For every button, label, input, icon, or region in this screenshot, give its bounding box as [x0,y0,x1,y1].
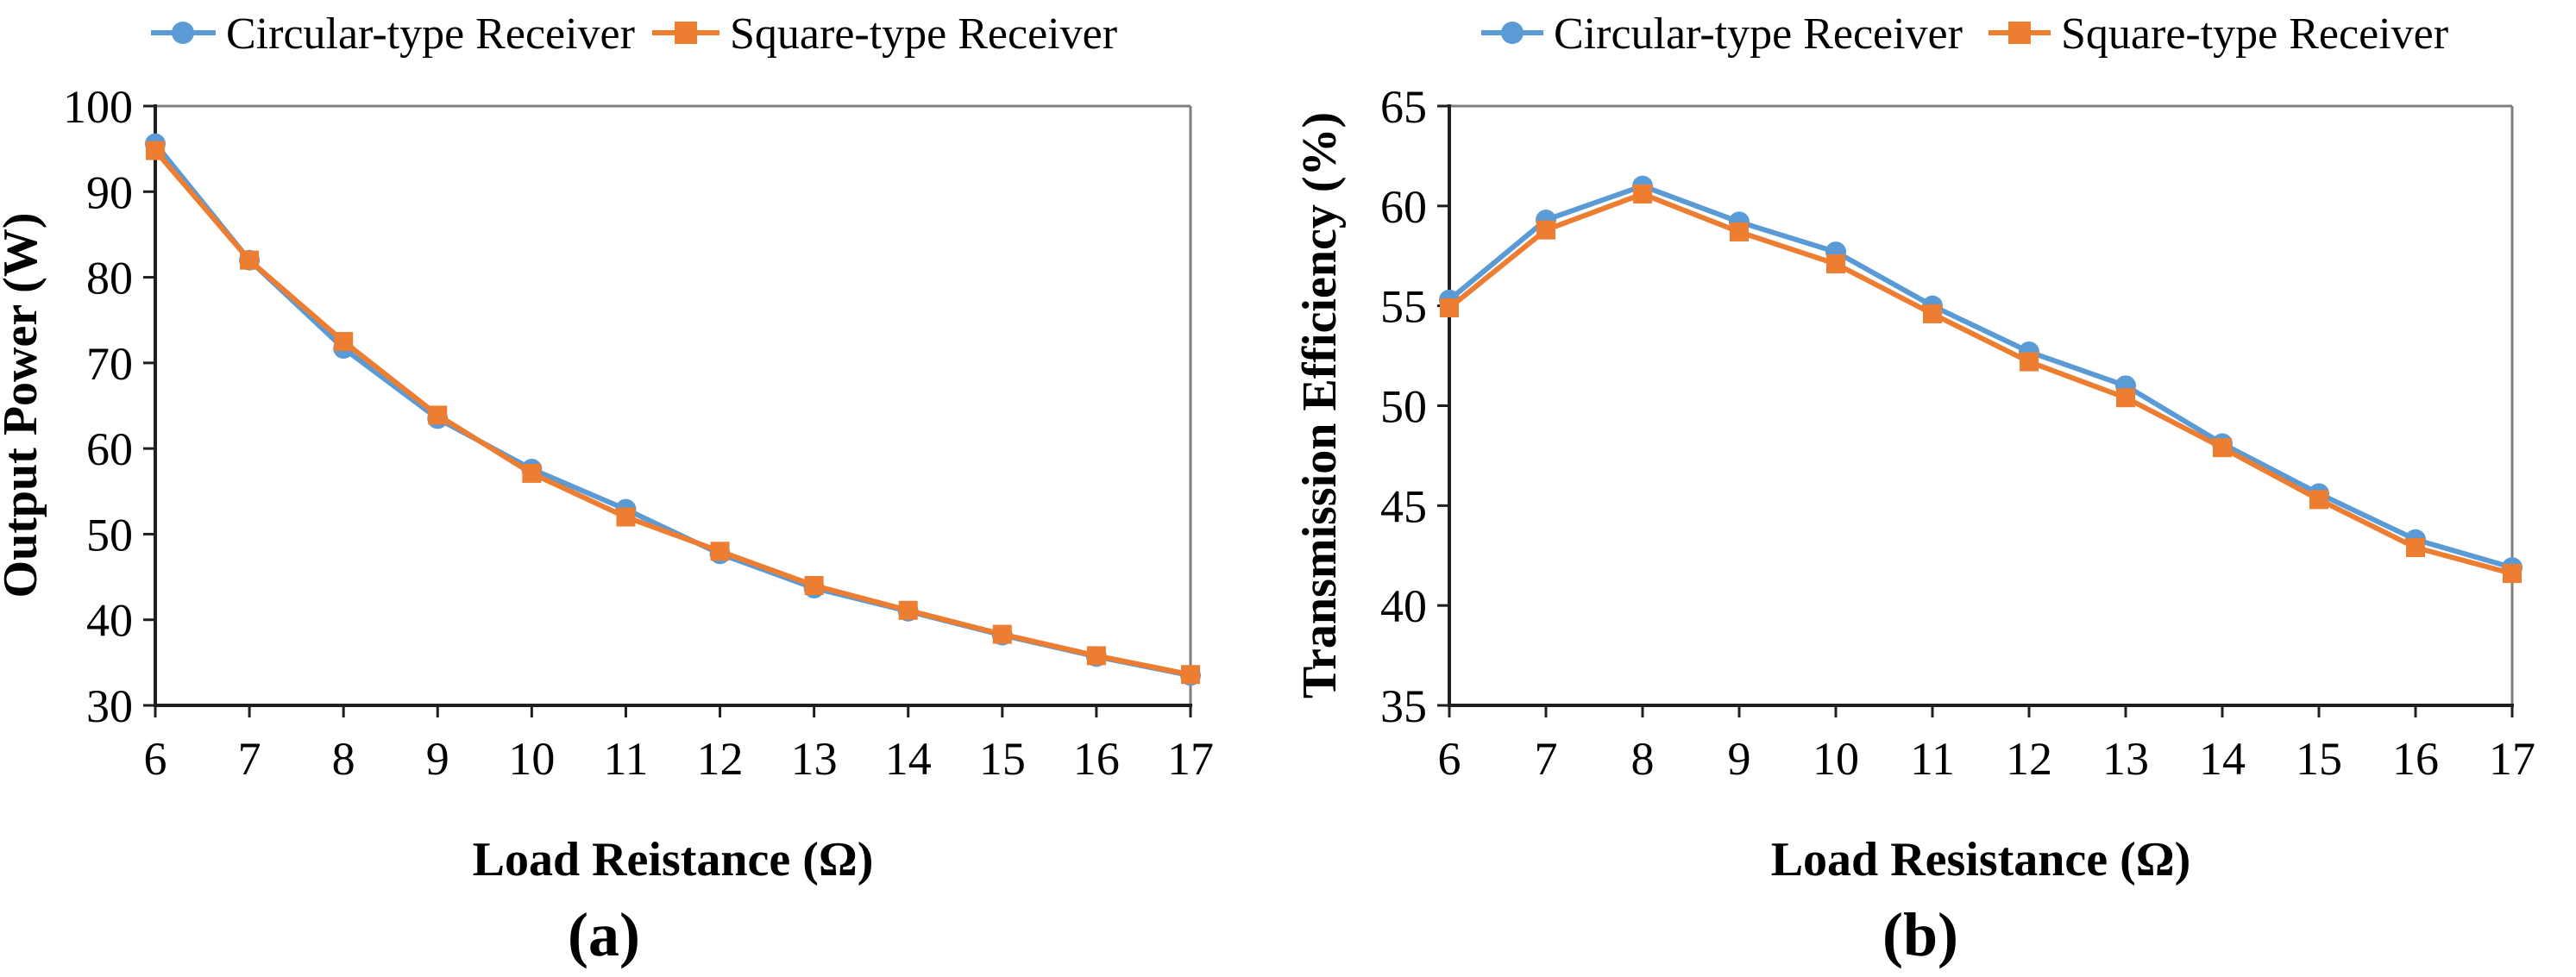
chart-a-svg: Circular-type Receiver Square-type Recei… [0,9,1214,969]
legend-label-circular: Circular-type Receiver [226,9,635,59]
y-axis-title-a: Output Power (W) [0,213,47,598]
data-point-square [898,600,918,620]
x-tick-label: 15 [979,733,1026,785]
plot-area-a: 30 40 50 60 70 80 90 100 6 7 8 9 10 11 12 13 14 15 16 17 [63,81,1214,785]
y-tick-label: 60 [1380,181,1427,233]
y-tick-label: 60 [86,423,133,475]
data-point-square [522,463,542,483]
data-point-square [1440,297,1459,317]
data-point-square [992,624,1012,644]
y-tick-label: 40 [1380,580,1427,632]
chart-a: Circular-type Receiver Square-type Recei… [0,9,1214,969]
data-point-square [240,250,260,270]
caption-a: (a) [568,900,640,969]
chart-b-svg: Circular-type Receiver Square-type Recei… [1293,9,2535,969]
y-tick-label: 50 [86,509,133,561]
data-point-square [1181,665,1200,685]
x-tick-label: 11 [1910,733,1955,785]
y-tick-label: 45 [1380,480,1427,532]
data-point-square [1923,304,1942,323]
x-tick-label: 10 [508,733,555,785]
data-point-square [804,576,824,595]
y-tick-label: 30 [86,680,133,732]
y-axis-title-b: Transmission Efficiency (%) [1293,112,1347,698]
x-axis-title-b: Load Resistance (Ω) [1771,833,2191,886]
data-point-square [2309,490,2328,510]
y-tick-label: 65 [1380,81,1427,133]
data-point-square [2503,564,2522,584]
data-point-square [2116,388,2135,408]
data-point-square [1730,222,1749,241]
x-tick-label: 12 [2006,733,2052,785]
legend-label-circular: Circular-type Receiver [1554,9,1963,59]
legend-a: Circular-type Receiver Square-type Recei… [151,9,1117,59]
legend-label-square: Square-type Receiver [730,9,1117,59]
x-tick-label: 16 [2392,733,2439,785]
x-axis-title-a: Load Reistance (Ω) [473,833,874,886]
data-point-square [2406,537,2425,557]
x-tick-label: 8 [1631,733,1655,785]
chart-b: Circular-type Receiver Square-type Recei… [1288,0,2576,977]
data-point-square [2020,352,2039,372]
x-tick-label: 12 [697,733,744,785]
data-point-square [1536,220,1555,240]
y-tick-label: 55 [1380,281,1427,333]
legend-label-square: Square-type Receiver [2061,9,2448,59]
data-point-square [1633,184,1652,204]
y-tick-label: 40 [86,595,133,647]
x-tick-label: 10 [1813,733,1859,785]
x-tick-label: 7 [238,733,261,785]
circular-receiver-legend-marker-icon [1481,22,1543,44]
data-point-square [146,141,165,160]
data-point-square [334,332,354,352]
x-tick-label: 9 [426,733,449,785]
x-tick-label: 17 [1167,733,1214,785]
series-line-square [1448,191,2513,576]
square-receiver-legend-marker-icon [1989,22,2051,44]
data-point-square [710,542,730,561]
series-line-square [153,148,1191,678]
y-tick-label: 80 [86,253,133,304]
x-tick-label: 14 [885,733,932,785]
plot-area-b: 35 40 45 50 55 60 65 6 7 8 9 10 11 12 13 14 15 16 17 [1380,81,2535,785]
data-point-square [616,507,636,527]
series-line-circular [1448,183,2513,571]
x-tick-label: 13 [2102,733,2149,785]
y-tick-label: 35 [1380,680,1427,732]
x-tick-label: 7 [1535,733,1558,785]
x-tick-label: 11 [603,733,648,785]
y-tick-label: 90 [86,166,133,218]
x-tick-label: 8 [332,733,355,785]
series-line-circular [153,141,1191,679]
legend-b: Circular-type Receiver Square-type Recei… [1481,9,2448,59]
data-point-square [428,405,448,425]
data-point-square [2213,438,2232,458]
x-tick-label: 16 [1073,733,1120,785]
data-point-square [1086,646,1106,666]
data-point-square [1826,254,1845,274]
x-tick-label: 14 [2199,733,2246,785]
square-receiver-legend-marker-icon [652,22,719,44]
x-tick-label: 9 [1728,733,1751,785]
y-tick-label: 100 [63,81,133,133]
caption-b: (b) [1882,900,1958,969]
y-tick-label: 50 [1380,381,1427,433]
circular-receiver-legend-marker-icon [151,22,216,44]
x-tick-label: 6 [144,733,167,785]
x-tick-label: 15 [2296,733,2342,785]
x-tick-label: 17 [2489,733,2535,785]
y-tick-label: 70 [86,338,133,390]
x-tick-label: 6 [1438,733,1461,785]
x-tick-label: 13 [791,733,838,785]
